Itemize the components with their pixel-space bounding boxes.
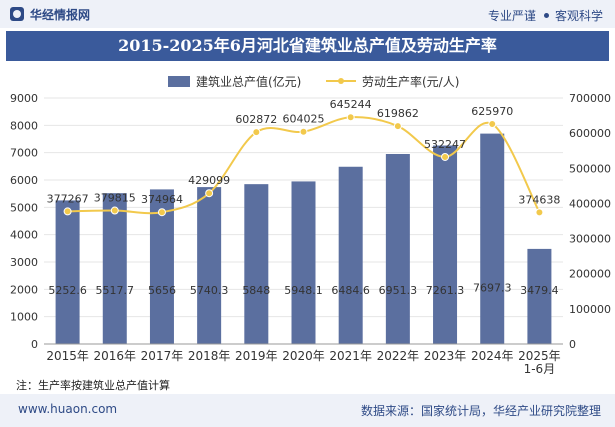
line-value-label: 429099 — [188, 174, 230, 187]
bar-value-label: 5948.1 — [284, 284, 323, 297]
y-left-tick-label: 5000 — [10, 201, 38, 214]
line-value-label: 602872 — [235, 113, 277, 126]
legend-line-label: 劳动生产率(元/人) — [362, 74, 459, 89]
bar-value-label: 7697.3 — [473, 281, 512, 294]
brand: 华经情报网 — [10, 6, 90, 23]
line-point[interactable] — [535, 208, 544, 217]
bar[interactable] — [244, 184, 269, 344]
y-right-tick-label: 700000 — [569, 92, 611, 105]
bar[interactable] — [480, 133, 505, 344]
line-point[interactable] — [441, 152, 450, 161]
tag-professional: 专业严谨 — [487, 9, 536, 23]
x-tick-label: 2023年 — [424, 349, 467, 363]
x-axis: 2015年 2016年 2017年 2018年 2019年 2020年 2021年 2022年… — [44, 343, 563, 376]
footnote: 注：生产率按建筑业总产值计算 — [16, 379, 170, 392]
line-point[interactable] — [393, 122, 402, 131]
bar-value-label: 5517.7 — [96, 284, 135, 297]
data-labels: 5252.6 5517.7 5656 5740.3 5848 5948.1 6484.6 69… — [47, 98, 561, 297]
y-axis-left: 0 1000 2000 3000 4000 5000 6000 7000 8000 9000 — [10, 92, 38, 351]
bar-value-label: 6484.6 — [331, 284, 370, 297]
y-right-tick-label: 300000 — [569, 233, 611, 246]
x-tick-label: 2018年 — [188, 349, 231, 363]
x-tick-label: 2025年 — [518, 349, 561, 363]
legend-bar-label: 建筑业总产值(亿元) — [196, 74, 301, 89]
x-tick-label: 2020年 — [282, 349, 325, 363]
bar[interactable] — [338, 166, 363, 344]
y-right-tick-label: 600000 — [569, 127, 611, 140]
bar-series — [55, 133, 552, 344]
bar-value-label: 5740.3 — [190, 284, 229, 297]
line-value-label: 625970 — [471, 105, 513, 118]
x-tick-label: 2015年 — [46, 349, 89, 363]
y-right-tick-label: 400000 — [569, 197, 611, 210]
chart-title: 2015-2025年6月河北省建筑业总产值及劳动生产率 — [6, 31, 609, 61]
bar-value-label: 5252.6 — [48, 284, 87, 297]
y-right-tick-label: 100000 — [569, 303, 611, 316]
footer-bar: www.huaon.com 数据来源：国家统计局，华经产业研究院整理 — [0, 394, 615, 427]
line-point[interactable] — [157, 208, 166, 217]
line-value-label: 532247 — [424, 138, 466, 151]
bar[interactable] — [527, 248, 552, 344]
x-tick-label: 1-6月 — [524, 362, 556, 376]
line-point[interactable] — [346, 113, 355, 122]
bar-value-label: 7261.3 — [426, 284, 465, 297]
y-right-tick-label: 0 — [569, 338, 576, 351]
bullet-icon — [543, 13, 549, 18]
line-point[interactable] — [299, 127, 308, 136]
x-tick-label: 2021年 — [329, 349, 372, 363]
y-left-tick-label: 9000 — [10, 92, 38, 105]
line-value-label: 374964 — [141, 193, 183, 206]
bar[interactable] — [197, 187, 222, 344]
line-point[interactable] — [488, 120, 497, 129]
y-left-tick-label: 3000 — [10, 256, 38, 269]
line-value-label: 604025 — [283, 113, 325, 126]
line-value-label: 619862 — [377, 107, 419, 120]
y-left-tick-label: 6000 — [10, 174, 38, 187]
y-left-tick-label: 1000 — [10, 311, 38, 324]
line-series — [63, 113, 544, 217]
bar-value-label: 5656 — [148, 284, 176, 297]
data-source: 数据来源：国家统计局，华经产业研究院整理 — [360, 404, 601, 418]
bar[interactable] — [433, 145, 458, 344]
y-left-tick-label: 8000 — [10, 119, 38, 132]
brand-logo-icon — [10, 7, 24, 21]
line-point[interactable] — [205, 189, 214, 198]
y-left-tick-label: 0 — [31, 338, 38, 351]
y-axis-right: 0 100000 200000 300000 400000 500000 600000 700… — [569, 92, 611, 351]
chart-svg: 建筑业总产值(亿元) 劳动生产率(元/人) 0 1000 2000 3000 4000 50… — [10, 74, 611, 376]
brand-name: 华经情报网 — [30, 8, 91, 22]
y-left-tick-label: 4000 — [10, 229, 38, 242]
x-tick-label: 2024年 — [471, 349, 514, 363]
line-value-label: 374638 — [518, 193, 560, 206]
line-value-label: 377267 — [47, 192, 89, 205]
line-value-label: 645244 — [330, 98, 372, 111]
top-bar: 华经情报网 专业严谨 客观科学 — [0, 0, 615, 28]
bar[interactable] — [102, 193, 127, 344]
bar-value-label: 5848 — [242, 284, 270, 297]
y-right-tick-label: 500000 — [569, 162, 611, 175]
x-tick-label: 2022年 — [377, 349, 420, 363]
legend-line-marker — [338, 78, 344, 84]
tag-objective: 客观科学 — [554, 9, 603, 23]
bar[interactable] — [55, 200, 80, 344]
line-point[interactable] — [252, 128, 261, 137]
line-value-label: 379815 — [94, 192, 136, 205]
x-tick-label: 2017年 — [141, 349, 184, 363]
y-left-tick-label: 7000 — [10, 147, 38, 160]
y-right-tick-label: 200000 — [569, 268, 611, 281]
slogan-tags: 专业严谨 客观科学 — [488, 7, 603, 24]
line-point[interactable] — [110, 206, 119, 215]
x-tick-label: 2019年 — [235, 349, 278, 363]
bar-value-label: 6951.3 — [379, 284, 418, 297]
bar-value-label: 3479.4 — [520, 284, 559, 297]
legend-bar-swatch — [168, 76, 190, 87]
y-left-tick-label: 2000 — [10, 283, 38, 296]
x-tick-label: 2016年 — [93, 349, 136, 363]
line-point[interactable] — [63, 207, 72, 216]
bar[interactable] — [385, 153, 410, 344]
bar[interactable] — [291, 181, 316, 344]
site-url[interactable]: www.huaon.com — [18, 402, 118, 416]
legend: 建筑业总产值(亿元) 劳动生产率(元/人) — [168, 74, 459, 89]
